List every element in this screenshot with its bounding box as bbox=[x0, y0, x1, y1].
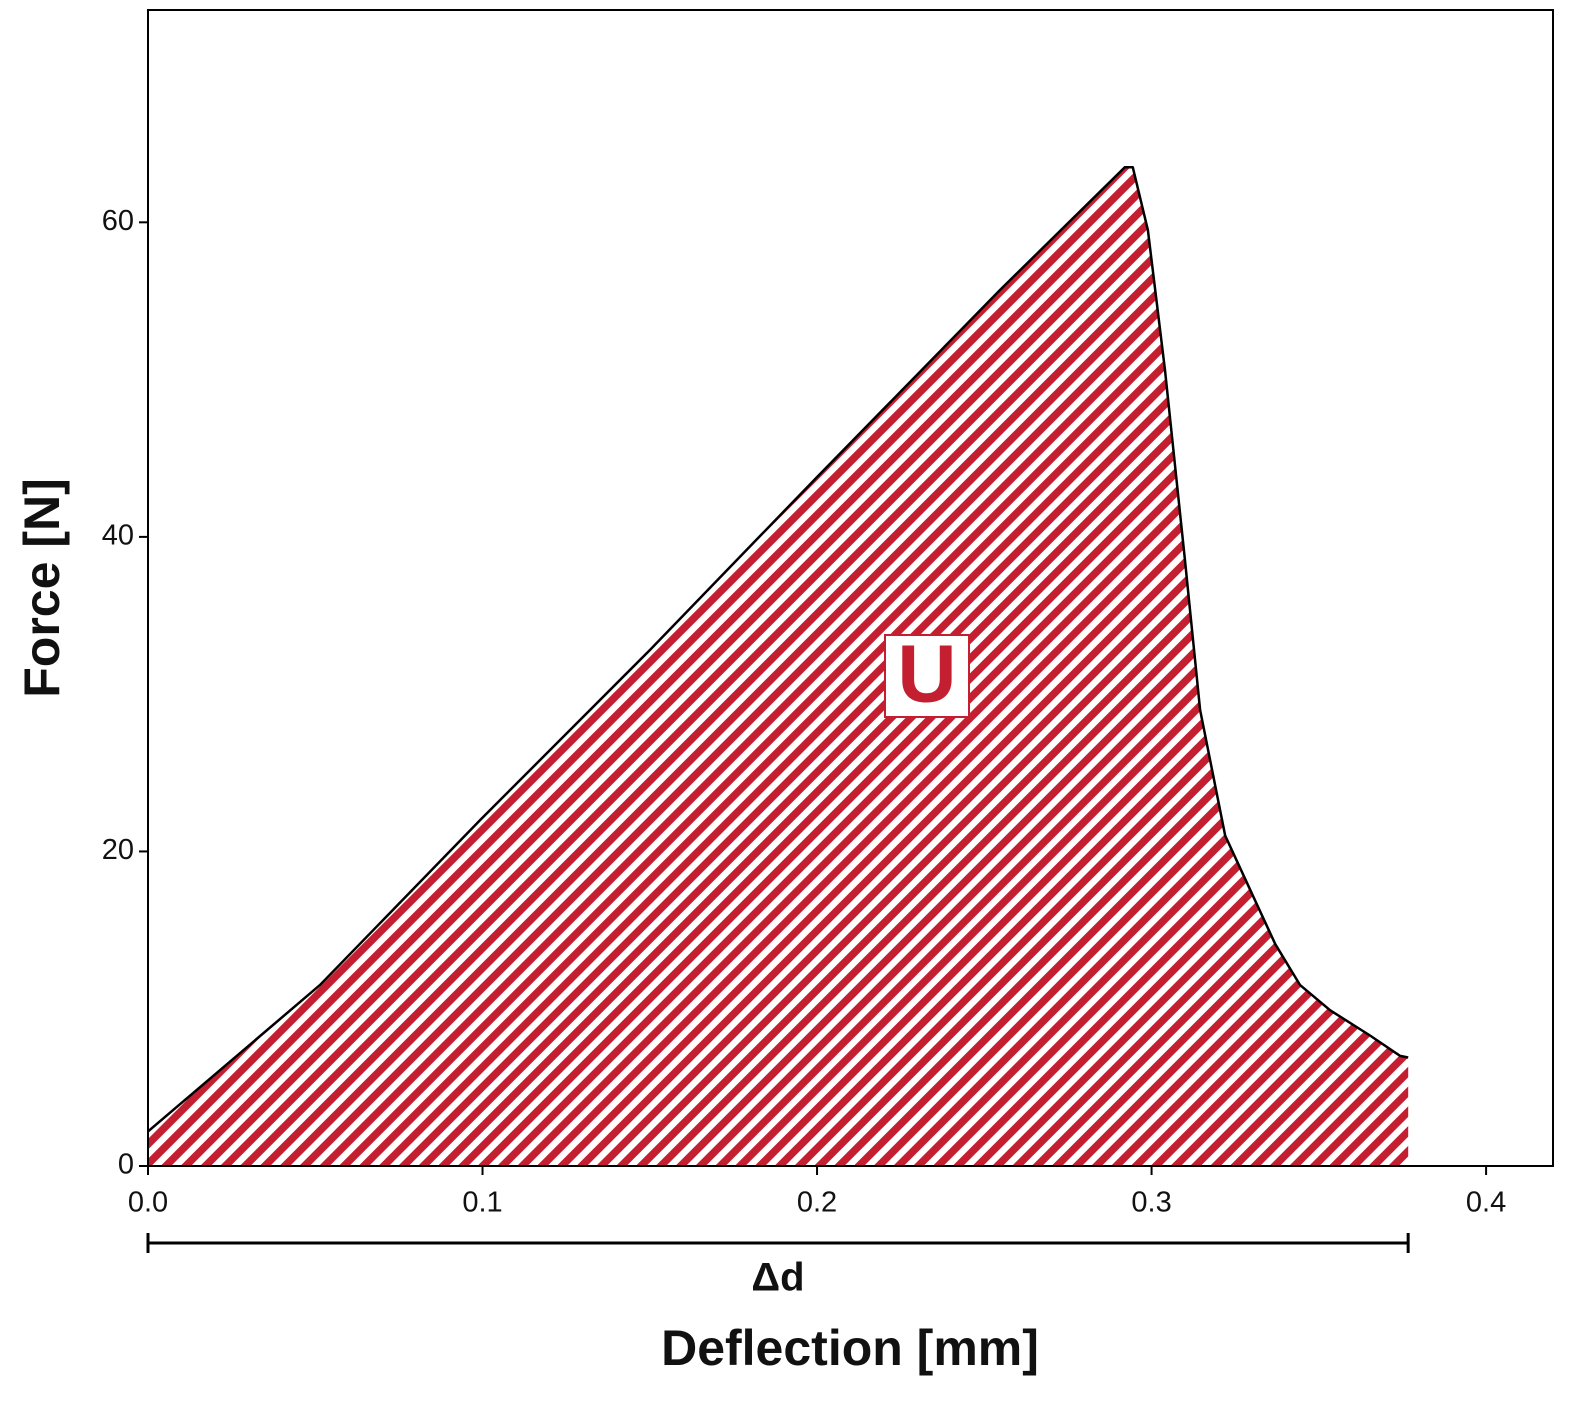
y-tick-label: 60 bbox=[102, 205, 134, 237]
y-tick-label: 0 bbox=[118, 1149, 134, 1181]
x-tick-label: 0.1 bbox=[462, 1187, 502, 1219]
curve-line bbox=[147, 166, 1409, 1133]
annotation-box bbox=[884, 634, 970, 718]
area-fill bbox=[148, 167, 1409, 1167]
x-tick-label: 0.0 bbox=[128, 1187, 168, 1219]
y-tick-label: 40 bbox=[102, 520, 134, 552]
x-tick-label: 0.3 bbox=[1131, 1187, 1171, 1219]
plot-frame bbox=[147, 9, 1554, 1167]
span-label: Δd bbox=[751, 1256, 804, 1300]
x-axis-title: Deflection [mm] bbox=[661, 1320, 1039, 1376]
x-tick-label: 0.4 bbox=[1466, 1187, 1506, 1219]
y-axis-title: Force [N] bbox=[14, 478, 70, 697]
y-tick-label: 20 bbox=[102, 834, 134, 866]
x-tick-label: 0.2 bbox=[797, 1187, 837, 1219]
annotation-label: U bbox=[897, 629, 956, 720]
